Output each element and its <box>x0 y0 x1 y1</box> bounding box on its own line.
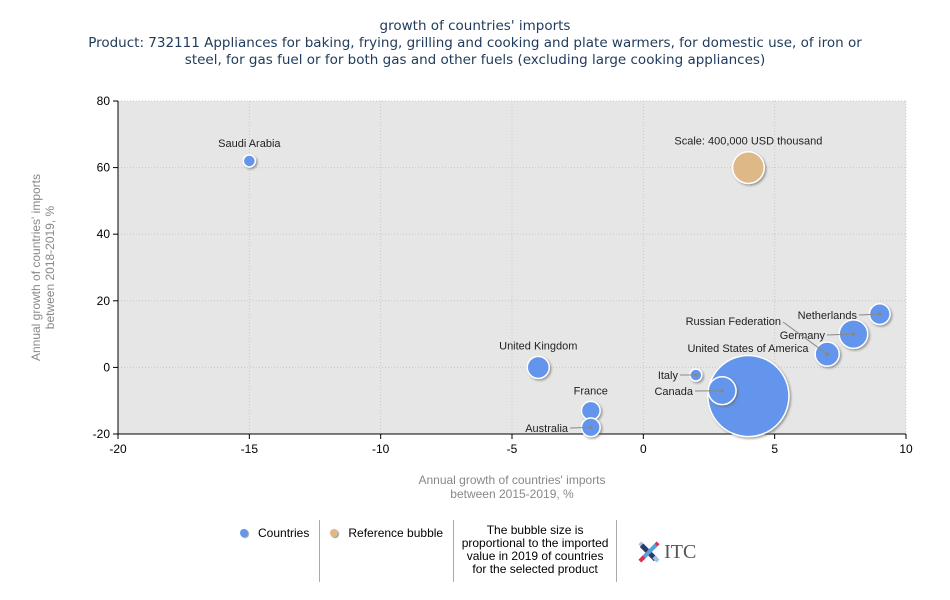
bubble-label: Scale: 400,000 USD thousand <box>674 136 822 148</box>
y-axis-label-line-2: between 2018-2019, % <box>43 205 57 329</box>
legend-item-reference[interactable]: Reference bubble <box>320 520 453 582</box>
y-tick-label: 80 <box>97 94 111 108</box>
legend-label-countries: Countries <box>258 526 310 540</box>
legend: Countries Reference bubble The bubble si… <box>230 520 708 582</box>
x-tick-label: 10 <box>899 442 913 456</box>
bubble-labels: United States of America Scale: 400,000 U… <box>218 136 882 435</box>
bubble-scale-400-000-usd-thousand <box>731 151 765 185</box>
bubble-label: Australia <box>525 423 569 435</box>
y-tick-label: 60 <box>97 161 111 175</box>
legend-label-reference: Reference bubble <box>348 526 444 540</box>
y-tick-label: 40 <box>97 227 111 241</box>
bubble-label: United Kingdom <box>499 340 577 352</box>
itc-logo: ITC <box>617 520 708 582</box>
itc-logo-icon <box>638 541 660 563</box>
legend-divider <box>319 520 321 582</box>
leader-dot <box>877 312 882 316</box>
itc-logo-text: ITC <box>664 540 697 563</box>
bubble-label: United States of America <box>687 343 809 355</box>
label-leader-line <box>569 426 591 429</box>
bubble-label: Russian Federation <box>686 316 781 328</box>
x-tick-label: -5 <box>507 442 518 456</box>
axes: -20 -15 -10 -5 0 5 10 -20 0 20 40 60 80 <box>93 94 913 456</box>
bubble-label: Saudi Arabia <box>218 138 281 150</box>
title-line-3: steel, for gas fuel or for both gas and … <box>184 52 766 68</box>
grid-lines <box>118 100 907 434</box>
title-line-2: Product: 732111 Appliances for baking, f… <box>88 35 862 51</box>
y-tick-label: 0 <box>103 360 110 374</box>
y-axis-label-line-1: Annual growth of countries' imports <box>29 174 43 361</box>
leader-dot <box>851 332 856 336</box>
bubble-united-states-of-america <box>707 354 790 438</box>
chart-title: growth of countries' imports Product: 73… <box>0 18 950 69</box>
bubble-united-kingdom <box>526 355 551 380</box>
bubble-label: Netherlands <box>798 310 858 322</box>
label-leader-line <box>826 333 854 336</box>
title-line-1: growth of countries' imports <box>379 18 571 34</box>
label-leader-line <box>858 313 880 316</box>
bubbles <box>242 151 891 438</box>
x-tick-label: -20 <box>109 442 127 456</box>
bubble-saudi-arabia <box>242 154 257 168</box>
bubble-france <box>580 400 601 421</box>
y-tick-label: -20 <box>93 427 111 441</box>
legend-item-countries[interactable]: Countries <box>230 520 319 582</box>
reference-dot-icon <box>330 529 339 537</box>
legend-divider <box>616 520 618 582</box>
bubble-label: Canada <box>654 386 693 398</box>
legend-divider <box>453 520 455 582</box>
x-tick-label: -10 <box>372 442 390 456</box>
leader-dot <box>825 352 829 356</box>
leader-dot <box>589 425 593 430</box>
x-tick-label: 5 <box>771 442 778 456</box>
x-axis-label-line-2: between 2015-2019, % <box>450 487 574 501</box>
x-tick-label: 0 <box>640 442 647 456</box>
label-leader-line <box>782 321 828 355</box>
bubble-label: Italy <box>658 370 679 382</box>
y-tick-label: 20 <box>97 294 111 308</box>
legend-note: The bubble size is proportional to the i… <box>461 523 609 576</box>
x-tick-label: -15 <box>241 442 259 456</box>
x-axis-label-line-1: Annual growth of countries' imports <box>418 473 605 487</box>
countries-dot-icon <box>240 529 248 537</box>
leader-dot <box>720 388 724 393</box>
bubble-label: France <box>574 386 608 398</box>
bubble-chart: -20 -15 -10 -5 0 5 10 -20 0 20 40 60 80 United State… <box>29 94 913 501</box>
leader-dot <box>694 373 698 377</box>
